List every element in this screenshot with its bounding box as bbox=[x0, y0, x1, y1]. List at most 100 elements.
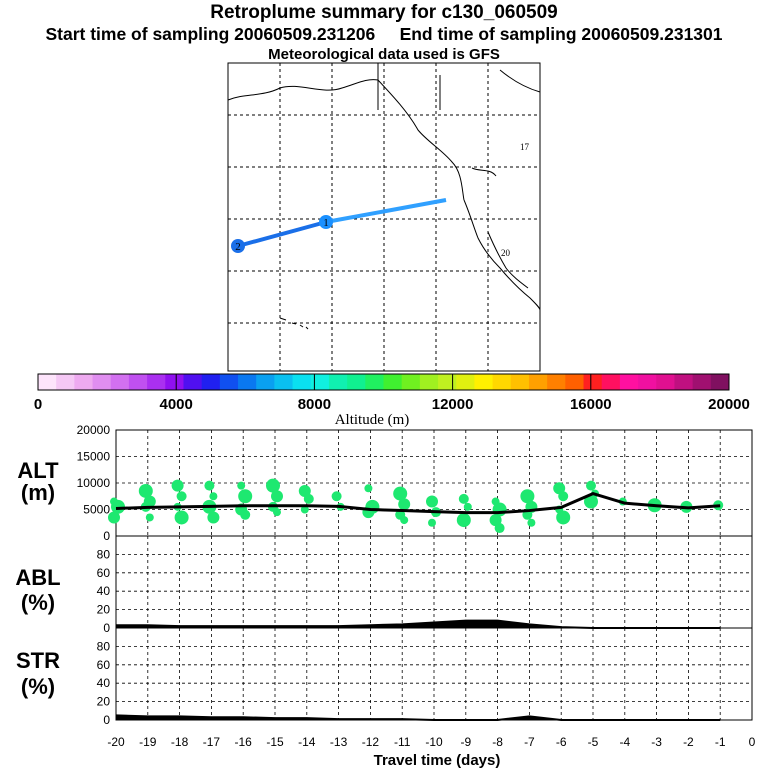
altitude-spread-point bbox=[266, 478, 280, 493]
x-tick-label: -12 bbox=[362, 735, 380, 749]
colorbar-cell bbox=[419, 374, 439, 390]
altitude-spread-point bbox=[298, 484, 311, 497]
y-tick-label: 80 bbox=[97, 639, 111, 653]
colorbar-cell bbox=[183, 374, 203, 390]
colorbar-cell bbox=[56, 374, 75, 390]
altitude-spread-point bbox=[400, 516, 409, 525]
y-tick-label: 15000 bbox=[77, 450, 111, 464]
altitude-spread-point bbox=[398, 498, 411, 511]
altitude-spread-point bbox=[426, 495, 438, 508]
y-tick-label: 10000 bbox=[77, 476, 111, 490]
y-tick-label: 0 bbox=[103, 713, 110, 727]
altitude-spread-point bbox=[556, 510, 571, 525]
colorbar-cell bbox=[401, 374, 421, 390]
altitude-spread-point bbox=[138, 483, 153, 498]
colorbar-cell bbox=[74, 374, 94, 390]
panel-str: 0 20 40 60 80 STR(%) bbox=[16, 627, 753, 727]
colorbar-cell bbox=[583, 374, 603, 390]
coastline-north bbox=[227, 79, 379, 101]
median-altitude-line bbox=[115, 492, 721, 515]
altitude-spread-point bbox=[240, 509, 251, 520]
x-axis: -20 -19 -18 -17 -16 -15 -14 -13 -12 -11 -10 -9 -8 -7-… bbox=[107, 735, 755, 749]
colorbar-cell bbox=[165, 374, 184, 390]
y-tick-label: 60 bbox=[97, 566, 111, 580]
colorbar-cell bbox=[219, 374, 239, 390]
altitude-spread-point bbox=[207, 511, 220, 524]
colorbar-cell bbox=[601, 374, 621, 390]
colorbar-cell bbox=[38, 374, 57, 390]
colorbar-tick-label: 20000 bbox=[708, 396, 750, 413]
map-annotation: 20 bbox=[501, 248, 511, 258]
colorbar-cell bbox=[619, 374, 639, 390]
y-tick-label: 40 bbox=[97, 676, 111, 690]
colorbar-cell bbox=[238, 374, 257, 390]
trajectory-segment-recent bbox=[325, 198, 447, 224]
str-fraction-line bbox=[115, 714, 721, 721]
colorbar-cell bbox=[510, 374, 530, 390]
colorbar-cells bbox=[38, 374, 730, 390]
panel-label: ABL bbox=[15, 565, 60, 590]
altitude-spread-point bbox=[145, 513, 154, 522]
altitude-spread-point bbox=[428, 518, 436, 527]
colorbar-cell bbox=[456, 374, 475, 390]
altitude-colorbar: 0 4000 8000 12000 16000 20000 Altitude (m) bbox=[34, 373, 750, 428]
altitude-spread-point bbox=[364, 484, 373, 493]
colorbar-cell bbox=[274, 374, 294, 390]
altitude-spread-point bbox=[456, 513, 471, 528]
altitude-spread-point bbox=[176, 491, 187, 502]
altitude-spread-point bbox=[237, 481, 246, 490]
panel-label-unit: (m) bbox=[21, 480, 55, 505]
x-tick-label: -15 bbox=[266, 735, 284, 749]
panel-label-unit: (%) bbox=[21, 674, 55, 699]
x-tick-label: -5 bbox=[588, 735, 599, 749]
colorbar-cell bbox=[492, 374, 512, 390]
x-tick-label: -19 bbox=[139, 735, 157, 749]
altitude-spread-point bbox=[300, 505, 309, 514]
y-tick-label: 60 bbox=[97, 658, 111, 672]
altitude-spread-point bbox=[111, 499, 125, 514]
trajectory-map: 1 2 17 20 bbox=[227, 62, 541, 372]
altitude-spread-point bbox=[584, 494, 598, 509]
hawaii-islands bbox=[279, 317, 309, 330]
colorbar-tick-label: 0 bbox=[34, 396, 42, 413]
x-tick-label: -10 bbox=[425, 735, 443, 749]
colorbar-cell bbox=[92, 374, 112, 390]
map-grid bbox=[228, 63, 540, 371]
colorbar-cell bbox=[328, 374, 348, 390]
y-tick-label: 20 bbox=[97, 603, 111, 617]
altitude-spread-point bbox=[303, 493, 314, 504]
x-tick-label: -2 bbox=[683, 735, 694, 749]
colorbar-cell bbox=[383, 374, 403, 390]
x-tick-label: 0 bbox=[749, 735, 756, 749]
y-tick-label: 20000 bbox=[77, 423, 111, 437]
colorbar-tick-label: 4000 bbox=[160, 396, 193, 413]
sampling-times: Start time of sampling 20060509.231206 E… bbox=[0, 24, 768, 45]
map-annotation: 17 bbox=[520, 142, 530, 152]
panel-label: STR bbox=[16, 648, 60, 673]
colorbar-cell bbox=[256, 374, 275, 390]
colorbar-cell bbox=[347, 374, 366, 390]
altitude-spread-point bbox=[171, 479, 184, 492]
altitude-spread-point bbox=[271, 490, 283, 503]
altitude-spread-point bbox=[204, 480, 215, 491]
altitude-spread-point bbox=[489, 514, 502, 527]
altitude-spread-point bbox=[209, 492, 218, 501]
colorbar-cell bbox=[638, 374, 657, 390]
altitude-spread-point bbox=[463, 502, 472, 511]
chart-title: Retroplume summary for c130_060509 bbox=[210, 2, 558, 23]
y-tick-label: 20 bbox=[97, 695, 111, 709]
altitude-spread-point bbox=[108, 511, 120, 524]
panel-abl: 0 20 40 60 80 ABL(%) bbox=[15, 535, 753, 635]
altitude-spread-point bbox=[558, 491, 569, 502]
colorbar-cell bbox=[438, 374, 457, 390]
colorbar-tick-label: 12000 bbox=[432, 396, 474, 413]
trajectory-marker-1 bbox=[319, 215, 333, 229]
colorbar-cell bbox=[201, 374, 221, 390]
colorbar-cell bbox=[474, 374, 494, 390]
trajectory-segment-old bbox=[237, 220, 327, 248]
colorbar-title: Altitude (m) bbox=[335, 412, 410, 428]
y-tick-label: 0 bbox=[103, 621, 110, 635]
altitude-spread-point bbox=[331, 491, 342, 502]
colorbar-cell bbox=[710, 374, 730, 390]
